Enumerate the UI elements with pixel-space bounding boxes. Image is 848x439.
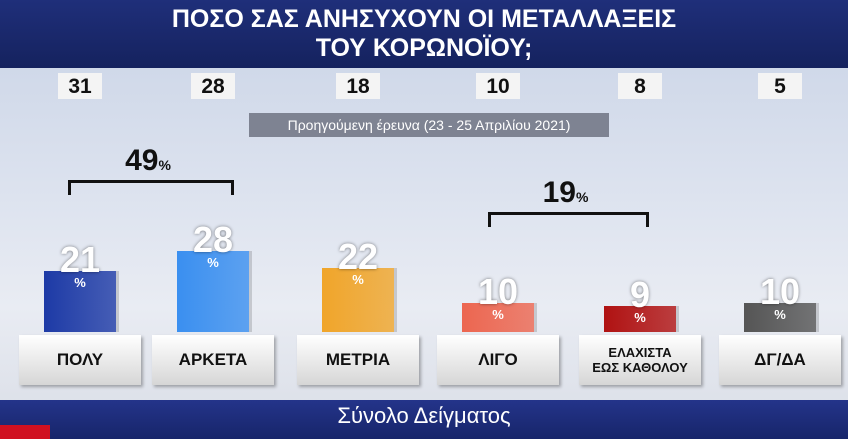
unit-label: % [575,189,589,205]
bar [322,268,394,332]
previous-value: 10 [476,73,520,99]
annotation-value: 49 [125,144,159,177]
footer: Σύνολο Δείγματος [0,400,848,439]
value-label: 22 [337,236,379,278]
annotation-value: 19 [542,176,576,209]
title-bar: ΠΟΣΟ ΣΑΣ ΑΝΗΣΥΧΟΥΝ ΟΙ ΜΕΤΑΛΛΑΞΕΙΣ ΤΟΥ ΚΟ… [0,0,848,68]
category-label: ΑΡΚΕΤΑ [152,335,274,385]
bar [462,303,534,332]
chart-title: ΤΟΥ ΚΟΡΩΝΟΪΟΥ; [315,34,533,62]
bar [744,303,816,332]
unit-label: % [492,307,504,322]
unit-label: % [634,309,646,325]
chart-title: ΠΟΣΟ ΣΑΣ ΑΝΗΣΥΧΟΥΝ ΟΙ ΜΕΤΑΛΛΑΞΕΙΣ [171,5,677,33]
unit-label: % [207,254,219,270]
value-label: 10 [477,271,519,312]
unit-label: % [158,157,171,173]
value-label: 21 [59,239,101,281]
value-label: 9 [629,273,651,315]
logo-block [0,425,50,439]
category-label: ΜΕΤΡΙΑ [297,335,419,385]
bracket [68,180,234,195]
bar [44,271,116,332]
unit-label: % [774,307,786,322]
bracket [488,212,649,227]
annotation: 49% [108,144,188,178]
previous-value: 28 [191,73,235,99]
value-label: 10 [759,271,801,312]
annotation: 19% [526,176,606,210]
value-label: 28 [192,218,234,260]
previous-value: 31 [58,73,102,99]
category-label: ΛΙΓΟ [437,335,559,385]
bar [177,250,249,332]
category-label: ΕΛΑΧΙΣΤΑ ΕΩΣ ΚΑΘΟΛΟΥ [579,335,701,385]
category-label: ΔΓ/ΔΑ [719,335,841,385]
unit-label: % [352,272,364,288]
bar [604,305,676,332]
previous-value: 8 [618,73,662,99]
previous-value: 18 [336,73,380,99]
unit-label: % [74,275,86,291]
previous-value: 5 [758,73,802,99]
previous-label: Προηγούμενη έρευνα (23 - 25 Απριλίου 202… [249,113,609,137]
category-label: ΠΟΛΥ [19,335,141,385]
